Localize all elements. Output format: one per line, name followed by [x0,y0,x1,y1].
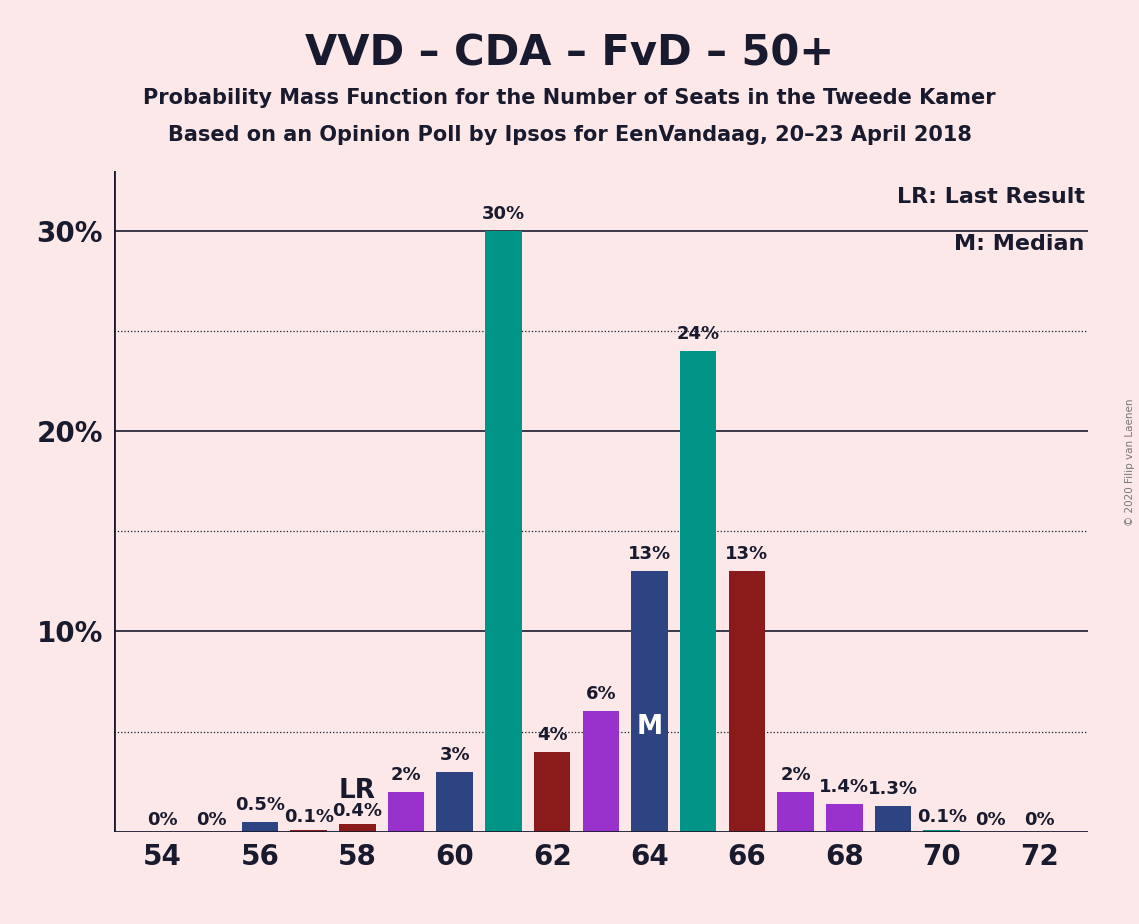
Bar [582,711,620,832]
Bar [339,823,376,832]
Bar [241,821,278,832]
Text: 13%: 13% [628,545,671,564]
Text: LR: Last Result: LR: Last Result [896,188,1084,208]
Bar [290,830,327,832]
Text: 0.5%: 0.5% [235,796,285,813]
Text: 13%: 13% [726,545,769,564]
Bar [729,571,765,832]
Text: Probability Mass Function for the Number of Seats in the Tweede Kamer: Probability Mass Function for the Number… [144,88,995,108]
Text: 0%: 0% [1024,810,1055,829]
Text: 1.3%: 1.3% [868,780,918,797]
Text: 24%: 24% [677,325,720,343]
Text: 0.1%: 0.1% [284,808,334,826]
Text: 0.4%: 0.4% [333,802,383,820]
Bar [534,751,571,832]
Text: M: Median: M: Median [954,234,1084,254]
Text: 30%: 30% [482,205,525,223]
Text: 0%: 0% [196,810,227,829]
Bar [485,231,522,832]
Text: 1.4%: 1.4% [819,778,869,796]
Text: 0.1%: 0.1% [917,808,967,826]
Text: M: M [637,714,663,740]
Bar [826,804,862,832]
Text: 2%: 2% [780,766,811,784]
Bar [777,792,814,832]
Text: LR: LR [339,778,376,804]
Text: VVD – CDA – FvD – 50+: VVD – CDA – FvD – 50+ [305,32,834,74]
Text: 4%: 4% [536,725,567,744]
Text: © 2020 Filip van Laenen: © 2020 Filip van Laenen [1125,398,1134,526]
Bar [924,830,960,832]
Text: 2%: 2% [391,766,421,784]
Text: 3%: 3% [440,746,470,763]
Bar [680,351,716,832]
Text: 0%: 0% [975,810,1006,829]
Bar [387,792,425,832]
Bar [631,571,667,832]
Text: 0%: 0% [147,810,178,829]
Text: 6%: 6% [585,686,616,703]
Bar [875,806,911,832]
Text: Based on an Opinion Poll by Ipsos for EenVandaag, 20–23 April 2018: Based on an Opinion Poll by Ipsos for Ee… [167,125,972,145]
Bar [436,772,473,832]
